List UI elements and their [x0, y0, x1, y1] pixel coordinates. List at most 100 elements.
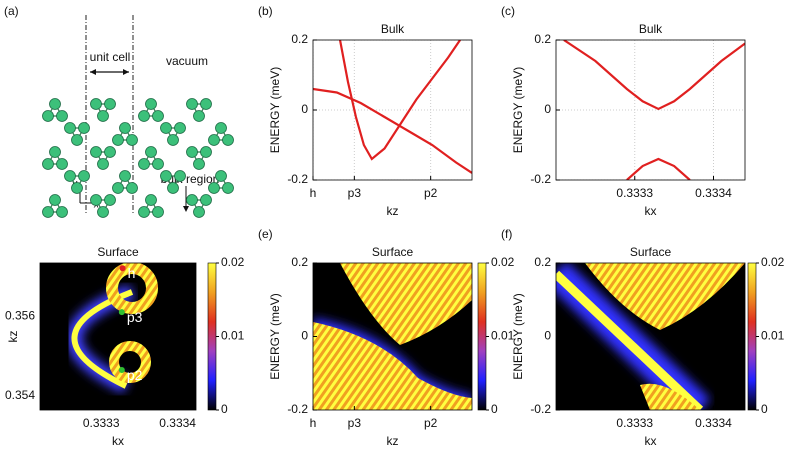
atom — [152, 206, 164, 218]
colorbar — [477, 262, 487, 411]
x-tick-label: 0.3334 — [695, 416, 732, 430]
atom — [138, 158, 150, 170]
band-line — [563, 40, 745, 111]
atom — [145, 146, 157, 158]
bond — [46, 198, 64, 213]
plot-frame — [555, 39, 746, 181]
atom — [222, 182, 234, 194]
atom — [186, 194, 198, 206]
bond — [94, 151, 112, 166]
heatmap-texture — [106, 263, 158, 314]
atom — [104, 194, 116, 206]
bond — [190, 199, 208, 214]
y-tick-label: 0 — [301, 329, 308, 343]
unit-cell-label: unit cell — [90, 50, 131, 64]
heatmap-texture — [640, 383, 700, 410]
bond — [46, 102, 64, 117]
plot-frame — [39, 262, 197, 411]
band-line — [626, 157, 691, 180]
bond — [46, 150, 64, 165]
atom — [208, 182, 220, 194]
x-tick-label: p3 — [348, 186, 362, 200]
atom — [145, 98, 157, 110]
x-tick-label: 0.3334 — [159, 416, 196, 430]
colorbar-tick-label: 0.02 — [761, 255, 785, 269]
heatmap-texture — [109, 341, 151, 383]
atom — [56, 158, 68, 170]
colorbar-tick-label: 0.02 — [491, 255, 515, 269]
atom — [160, 170, 172, 182]
colorbar-tick-label: 0 — [221, 402, 228, 416]
atom — [42, 206, 54, 218]
atom — [119, 170, 131, 182]
y-tick-label: 0.356 — [5, 308, 35, 322]
heatmap-texture — [585, 263, 745, 330]
atom — [174, 122, 186, 134]
atom — [112, 134, 124, 146]
heatmap-texture — [340, 263, 472, 345]
x-tick-label: p2 — [424, 416, 438, 430]
band-line — [338, 40, 461, 161]
chart-title: Surface — [97, 245, 139, 259]
atom — [90, 146, 102, 158]
chart-title: Bulk — [381, 22, 405, 36]
y-tick-label: 0.2 — [534, 32, 551, 46]
atom — [193, 110, 205, 122]
bond — [190, 151, 208, 166]
y-axis-label: ENERGY (meV) — [268, 293, 282, 379]
y-tick-label: -0.2 — [287, 172, 308, 186]
bond — [68, 175, 86, 190]
atom — [56, 110, 68, 122]
panel-label: (e) — [258, 227, 273, 241]
point — [118, 367, 125, 374]
bond — [142, 198, 160, 213]
atom — [200, 194, 212, 206]
heatmap-texture — [556, 270, 704, 410]
x-tick-label: h — [310, 186, 317, 200]
plot-area — [40, 263, 196, 410]
x-tick-label: 0.3333 — [83, 416, 120, 430]
atom — [174, 170, 186, 182]
atom — [200, 98, 212, 110]
point — [118, 309, 125, 316]
y-tick-label: -0.2 — [530, 402, 551, 416]
y-tick-label: 0.354 — [5, 388, 35, 402]
atom — [193, 206, 205, 218]
atom — [97, 110, 109, 122]
panel-label: (f) — [501, 227, 512, 241]
atom — [97, 206, 109, 218]
atom — [64, 122, 76, 134]
atom — [90, 194, 102, 206]
chart-title: Surface — [630, 245, 672, 259]
atom — [167, 134, 179, 146]
atom — [167, 182, 179, 194]
bond — [142, 102, 160, 117]
atom — [152, 158, 164, 170]
heatmap-texture — [313, 322, 472, 410]
atom — [160, 122, 172, 134]
atom — [186, 98, 198, 110]
atom — [126, 134, 138, 146]
atom — [49, 98, 61, 110]
atom — [49, 194, 61, 206]
atom — [193, 158, 205, 170]
atom — [208, 134, 220, 146]
y-tick-label: -0.2 — [530, 172, 551, 186]
atom — [119, 122, 131, 134]
y-tick-label: 0 — [544, 329, 551, 343]
atom — [42, 158, 54, 170]
x-tick-label: 0.3333 — [616, 186, 653, 200]
y-tick-label: -0.2 — [287, 402, 308, 416]
y-axis-label: ENERGY (meV) — [268, 67, 282, 153]
atom — [104, 98, 116, 110]
colorbar-tick-label: 0 — [761, 402, 768, 416]
plot-area — [556, 40, 745, 180]
panel-label: (a) — [4, 4, 19, 18]
plot-area — [313, 263, 472, 410]
vacuum-label: vacuum — [166, 54, 208, 68]
x-axis-label: kx — [645, 434, 657, 448]
y-tick-label: 0.2 — [291, 255, 308, 269]
point — [119, 265, 126, 272]
y-tick-label: 0.2 — [291, 32, 308, 46]
